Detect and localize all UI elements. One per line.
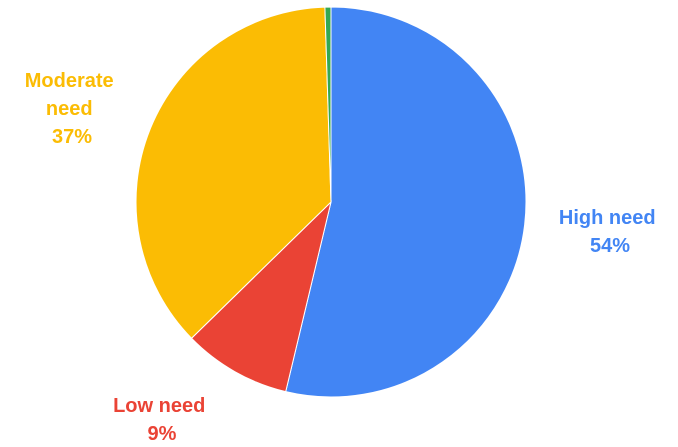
slice-low-need <box>190 200 332 393</box>
label-high-need: High need 54% <box>559 207 661 257</box>
pie-slices <box>135 6 527 398</box>
slice-high-need <box>285 6 527 398</box>
pie-labels: High need 54% Low need 9% Moderate need … <box>25 70 661 445</box>
slice-moderate-need <box>135 6 332 339</box>
slice-other <box>324 6 332 203</box>
label-moderate-need: Moderate need 37% <box>25 70 119 148</box>
label-low-need: Low need 9% <box>113 395 211 445</box>
